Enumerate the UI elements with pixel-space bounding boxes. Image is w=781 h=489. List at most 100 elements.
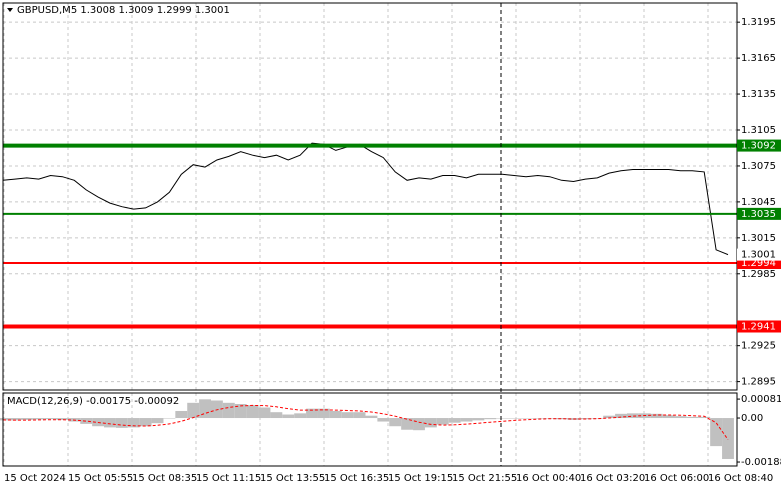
last-price-box [737,248,781,261]
macd-bar [662,415,675,419]
level-label-box [737,320,781,333]
macd-bar [591,418,604,419]
x-tick-label: 16 Oct 00:40 [516,473,581,484]
macd-bar [686,416,699,419]
macd-bar [0,418,9,421]
level-label: 1.2994 [741,258,776,269]
main-panel-frame [2,2,738,391]
plot [0,142,737,459]
macd-bar [115,418,128,428]
x-tick-label: 15 Oct 13:55 [260,473,325,484]
x-tick-label: 15 Oct 08:35 [132,473,197,484]
macd-bar [222,402,235,419]
macd-bar [615,413,627,419]
macd-bar [484,418,497,420]
macd-bar [127,418,140,428]
y-tick-label: 1.3195 [741,17,776,28]
macd-bar [389,418,402,427]
macd-bar [460,418,473,422]
x-tick-label: 16 Oct 06:00 [644,473,709,484]
x-tick-label: 16 Oct 08:40 [708,473,773,484]
macd-bar [282,414,295,419]
macd-bar [175,411,188,419]
macd-bar [210,400,223,419]
y-tick-label: 1.3045 [741,197,776,208]
macd-bar [306,408,318,419]
macd-bar [20,418,33,420]
chart-title: GBPUSD,M5 1.3008 1.3009 1.2999 1.3001 [17,5,230,16]
x-tick-label: 15 Oct 16:35 [324,473,389,484]
macd-bar [531,418,544,419]
y-tick-label: 0.00081 [741,394,781,405]
level-label: 1.2941 [741,321,776,332]
y-tick-label: 1.2985 [741,269,776,280]
macd-bar [329,411,342,419]
macd-bar [294,413,307,419]
y-tick-label: 1.3075 [741,161,776,172]
macd-bar [698,416,711,419]
last-price-label: 1.3001 [741,250,776,261]
level-label-box [737,139,781,152]
macd-bar [104,418,116,428]
level-label: 1.3092 [741,141,776,152]
macd-bar [424,418,437,428]
x-tick-label: 16 Oct 03:20 [580,473,645,484]
macd-bar [139,418,152,427]
grid [3,3,737,466]
signal-line [2,404,729,440]
macd-bar [413,418,425,431]
macd-bar [496,418,509,419]
macd-panel-frame [2,392,738,467]
level-label: 1.3035 [741,209,776,220]
level-label-box [737,207,781,220]
y-tick-label: 1.3135 [741,89,776,100]
macd-bar [472,418,485,421]
x-tick-label: 15 Oct 21:55 [452,473,517,484]
macd-bar [32,418,45,420]
macd-bar [377,418,390,422]
macd-title: MACD(12,26,9) -0.00175 -0.00092 [7,396,179,407]
macd-bar [448,418,461,423]
y-tick-label: 1.2895 [741,377,776,388]
x-tick-label: 15 Oct 05:55 [68,473,133,484]
macd-bar [8,418,21,421]
macd-bar [258,407,271,419]
macd-bar [80,418,93,424]
y-tick-label: -0.00188 [741,457,781,468]
macd-bar [151,418,164,424]
macd-bar [626,413,639,419]
macd-bar [365,415,378,419]
y-tick-label: 1.3015 [741,233,776,244]
x-tick-label: 15 Oct 2024 [4,473,66,484]
y-tick-label: 1.3165 [741,53,776,64]
macd-bar [520,418,532,419]
price-line [2,142,729,256]
x-tick-label: 15 Oct 11:15 [196,473,261,484]
macd-bar [555,418,568,420]
macd-bar [710,418,723,447]
macd-bar [674,416,687,419]
macd-bar [353,412,366,419]
macd-bar [317,408,330,419]
macd-bar [603,415,616,419]
menu-arrow [7,8,13,12]
macd-bar [341,412,354,419]
macd-bar [56,418,69,420]
y-tick-label: 0.00 [741,413,763,424]
macd-bar [44,418,57,420]
macd-bar [650,413,663,419]
macd-bar [246,405,259,419]
macd-bar [508,418,521,419]
macd-bar [436,418,449,425]
macd-bar [270,412,283,419]
y-tick-label: 1.2925 [741,341,776,352]
macd-bar [234,403,247,419]
macd-bar [187,402,200,419]
macd-bar [401,418,414,430]
y-tick-label: 1.3105 [741,125,776,136]
macd-bar [163,418,176,419]
x-tick-label: 15 Oct 19:15 [388,473,453,484]
macd-bar [199,399,211,419]
